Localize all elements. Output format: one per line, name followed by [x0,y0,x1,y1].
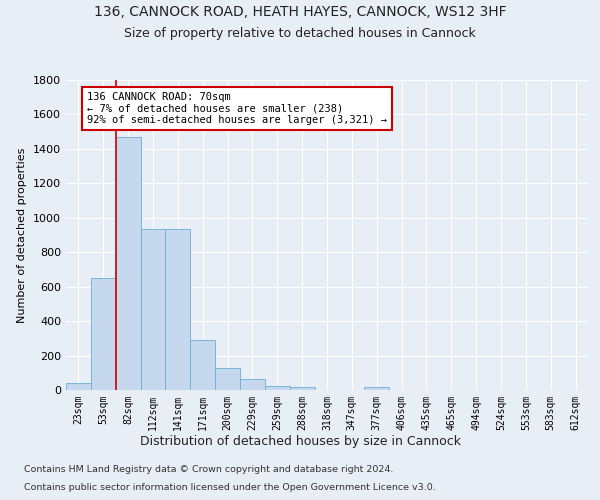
Bar [166,229,190,390]
Text: Size of property relative to detached houses in Cannock: Size of property relative to detached ho… [124,28,476,40]
Bar [265,386,290,390]
Bar [116,137,140,390]
Text: 136, CANNOCK ROAD, HEATH HAYES, CANNOCK, WS12 3HF: 136, CANNOCK ROAD, HEATH HAYES, CANNOCK,… [94,5,506,19]
Bar [364,388,389,390]
Text: Contains HM Land Registry data © Crown copyright and database right 2024.: Contains HM Land Registry data © Crown c… [24,465,394,474]
Y-axis label: Number of detached properties: Number of detached properties [17,148,28,322]
Text: Contains public sector information licensed under the Open Government Licence v3: Contains public sector information licen… [24,482,436,492]
Bar [91,278,116,390]
Bar [140,229,166,390]
Bar [240,379,265,390]
Text: 136 CANNOCK ROAD: 70sqm
← 7% of detached houses are smaller (238)
92% of semi-de: 136 CANNOCK ROAD: 70sqm ← 7% of detached… [87,92,387,126]
Bar [66,383,91,390]
Text: Distribution of detached houses by size in Cannock: Distribution of detached houses by size … [139,435,461,448]
Bar [215,368,240,390]
Bar [190,340,215,390]
Bar [290,388,314,390]
